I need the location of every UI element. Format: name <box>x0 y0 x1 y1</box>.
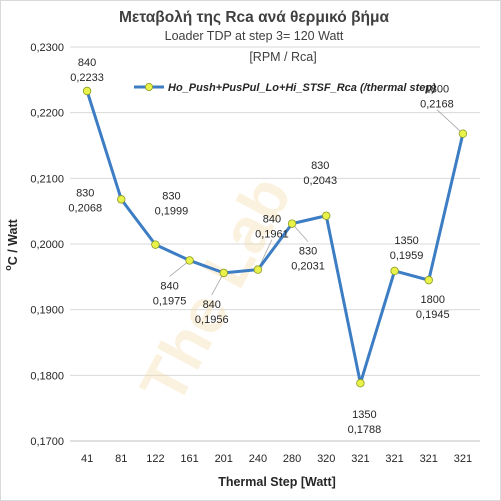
x-tick-label: 321 <box>420 453 438 465</box>
data-point <box>219 268 228 278</box>
data-label-rpm: 830 <box>162 191 180 203</box>
chart-title: Μεταβολή της Rca ανά θερμικό βήμα <box>119 9 390 26</box>
data-label-rpm: 840 <box>160 280 178 292</box>
chart-unit-subtitle: [RPM / Rca] <box>249 50 316 64</box>
data-label-rpm: 830 <box>299 246 317 258</box>
data-point <box>82 86 92 96</box>
data-label-value: 0,1961 <box>255 229 289 241</box>
data-point <box>117 195 126 204</box>
data-label-value: 0,2168 <box>420 99 454 111</box>
x-tick-label: 41 <box>81 453 93 465</box>
data-point <box>390 266 399 276</box>
x-tick-label: 81 <box>115 453 127 465</box>
legend-label: Ho_Push+PusPul_Lo+Hi_STSF_Rca (/thermal … <box>168 82 436 94</box>
data-label-rpm: 840 <box>263 214 281 226</box>
x-tick-label: 321 <box>351 453 369 465</box>
data-point <box>287 219 297 228</box>
label-leader-line <box>169 260 190 277</box>
x-tick-label: 321 <box>454 453 472 465</box>
data-label-value: 0,2068 <box>68 202 102 214</box>
data-label-value: 0,2233 <box>70 72 104 84</box>
data-labels: 840 0,2233 830 0,2068 830 0,1999 840 0,1975 840 0… <box>68 57 453 436</box>
data-label-rpm: 840 <box>203 299 221 311</box>
chart-subtitle: Loader TDP at step 3= 120 Watt <box>165 29 344 43</box>
x-tick-label: 321 <box>385 453 403 465</box>
data-label-value: 0,1999 <box>155 206 189 218</box>
y-tick-label: 0,1900 <box>30 305 64 317</box>
y-tick-label: 0,1700 <box>30 436 64 448</box>
y-tick-label: 0,1800 <box>30 370 64 382</box>
y-tick-label: 0,2200 <box>30 108 64 120</box>
x-axis-ticks: 41 81 122 161 201 240 280 320 321 321 321 321 <box>81 453 472 465</box>
data-label-value: 0,2043 <box>303 175 337 187</box>
data-label-value: 0,2031 <box>291 261 325 273</box>
x-tick-label: 240 <box>249 453 267 465</box>
data-point <box>322 211 331 220</box>
x-tick-label: 280 <box>283 453 301 465</box>
y-tick-label: 0,2300 <box>30 42 64 54</box>
legend-marker <box>144 83 153 92</box>
x-tick-label: 161 <box>180 453 198 465</box>
series-line <box>85 90 465 385</box>
x-tick-label: 122 <box>146 453 164 465</box>
data-label-value: 0,1788 <box>348 424 382 436</box>
data-label-rpm: 1350 <box>352 409 376 421</box>
y-axis-title-text: C / Watt <box>6 218 20 265</box>
y-axis-title-superscript: o <box>3 265 13 271</box>
y-tick-label: 0,2100 <box>30 173 64 185</box>
y-tick-label: 0,2000 <box>30 239 64 251</box>
data-label-rpm: 830 <box>76 187 94 199</box>
x-tick-label: 201 <box>215 453 233 465</box>
data-label-value: 0,1975 <box>153 295 187 307</box>
data-point <box>151 240 160 249</box>
series-markers <box>82 86 468 388</box>
gridlines <box>70 46 480 442</box>
data-label-rpm: 1800 <box>425 84 449 96</box>
x-tick-label: 320 <box>317 453 335 465</box>
data-label-value: 0,1956 <box>195 314 229 326</box>
data-label-rpm: 1350 <box>394 235 418 247</box>
data-point <box>253 265 263 274</box>
legend: Ho_Push+PusPul_Lo+Hi_STSF_Rca (/thermal … <box>134 82 436 94</box>
y-axis-ticks: 0,1700 0,1800 0,1900 0,2000 0,2100 0,2200 0,23… <box>30 42 64 448</box>
data-point <box>185 256 194 265</box>
data-label-rpm: 830 <box>311 160 329 172</box>
data-point <box>458 129 468 138</box>
data-point <box>356 379 365 388</box>
data-label-rpm: 840 <box>78 57 96 69</box>
data-label-rpm: 1800 <box>421 294 445 306</box>
data-label-value: 0,1945 <box>416 309 450 321</box>
label-leader-line <box>436 109 464 134</box>
series-line-path <box>85 90 465 385</box>
x-axis-title: Thermal Step [Watt] <box>218 475 336 489</box>
data-label-value: 0,1959 <box>390 250 424 262</box>
data-point <box>424 275 433 285</box>
y-axis-title: oC / Watt <box>3 218 20 270</box>
